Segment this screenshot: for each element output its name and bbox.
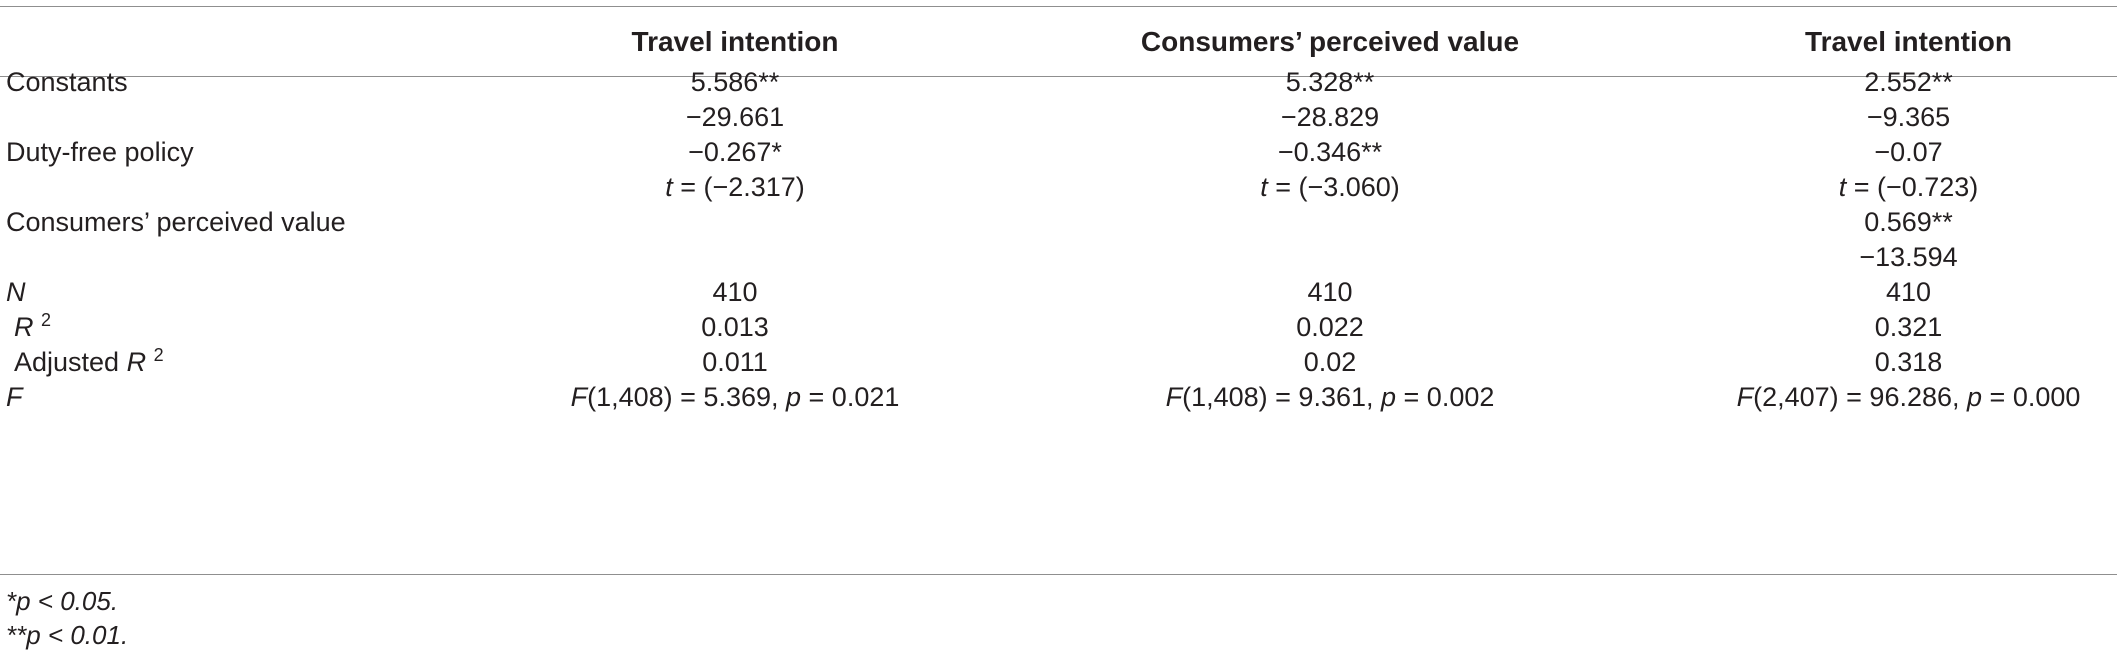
footnote-mark: **: [6, 620, 27, 650]
r-symbol: R: [126, 347, 147, 377]
header-travel-intention-2: Travel intention: [1805, 26, 2012, 57]
table-header-row: Travel intention Consumers’ perceived va…: [0, 22, 2117, 62]
cell-value: t = (−0.723): [1700, 164, 2117, 211]
p-value: = 0.002: [1396, 382, 1495, 412]
cell-value: 410: [1885, 277, 1932, 307]
t-symbol: t: [665, 172, 673, 202]
footnote-text: p < 0.01.: [26, 620, 129, 650]
row-label: F: [6, 382, 23, 412]
cell-value: t = (−3.060): [1080, 164, 1580, 211]
t-symbol: t: [1260, 172, 1268, 202]
row-label: R 2: [14, 304, 51, 351]
header-travel-intention-1: Travel intention: [631, 26, 839, 57]
adjusted-text: Adjusted: [14, 347, 127, 377]
cell-value: 2.552**: [1864, 67, 1953, 97]
p-symbol: p: [1381, 382, 1397, 412]
cell-value: t = (−2.317): [520, 164, 950, 211]
t-value: = (−3.060): [1267, 172, 1400, 202]
f-stat: (1,408) = 5.369,: [587, 382, 786, 412]
cell-value: F(2,407) = 96.286, p = 0.000: [1700, 374, 2117, 421]
cell-value: 0.569**: [1864, 207, 1953, 237]
table-row-constants-stat: −29.661 −28.829 −9.365: [0, 94, 2117, 141]
row-label: Consumers’ perceived value: [6, 207, 346, 237]
row-label: Adjusted R 2: [14, 339, 164, 386]
cell-value: −13.594: [1859, 242, 1958, 272]
cell-value: −0.267*: [688, 137, 782, 167]
cell-value: 0.022: [1296, 312, 1364, 342]
table-row-adjusted-r-squared: Adjusted R 2 0.011 0.02 0.318: [0, 339, 2117, 386]
footnote-mark: *: [6, 586, 17, 616]
cell-value: 0.011: [702, 347, 768, 377]
f-stat: (1,408) = 9.361,: [1182, 382, 1381, 412]
p-symbol: p: [786, 382, 802, 412]
header-consumers-perceived-value: Consumers’ perceived value: [1140, 26, 1520, 57]
cell-value: −28.829: [1280, 102, 1380, 132]
cell-value: F(1,408) = 5.369, p = 0.021: [520, 374, 950, 421]
cell-value: 0.321: [1874, 312, 1943, 342]
superscript: 2: [41, 310, 52, 330]
p-value: = 0.000: [1982, 382, 2081, 412]
cell-value: 0.318: [1874, 347, 1943, 377]
cell-value: 0.02: [1303, 347, 1357, 377]
cell-value: 0.013: [701, 312, 769, 342]
f-symbol: F: [1736, 382, 1754, 412]
footnote-p001: **p < 0.01.: [6, 617, 128, 653]
t-value: = (−0.723): [1846, 172, 1979, 202]
r-symbol: R: [14, 312, 34, 342]
table-row-constants: Constants 5.586** 5.328** 2.552**: [0, 59, 2117, 106]
table-header-rule: [0, 76, 2117, 77]
cell-value: 5.586**: [690, 67, 780, 97]
p-value: = 0.021: [801, 382, 900, 412]
f-symbol: F: [1165, 382, 1183, 412]
table-bottom-rule: [0, 574, 2117, 575]
footnote-p005: *p < 0.05.: [6, 583, 118, 619]
table-row-consumers-perceived-value-stat: −13.594: [0, 234, 2117, 281]
table-row-f: F F(1,408) = 5.369, p = 0.021 F(1,408) =…: [0, 374, 2117, 421]
cell-value: 410: [1307, 277, 1353, 307]
cell-value: 410: [712, 277, 758, 307]
row-label: N: [6, 277, 26, 307]
t-symbol: t: [1838, 172, 1847, 202]
table-row-duty-free-policy: Duty-free policy −0.267* −0.346** −0.07: [0, 129, 2117, 176]
cell-value: F(1,408) = 9.361, p = 0.002: [1080, 374, 1580, 421]
table-row-duty-free-t: t = (−2.317) t = (−3.060) t = (−0.723): [0, 164, 2117, 211]
row-label: Duty-free policy: [6, 137, 194, 167]
cell-value: −0.07: [1874, 137, 1943, 167]
footnote-text: p < 0.05.: [16, 586, 119, 616]
cell-value: 5.328**: [1285, 67, 1375, 97]
f-stat: (2,407) = 96.286,: [1753, 382, 1968, 412]
table-row-r-squared: R 2 0.013 0.022 0.321: [0, 304, 2117, 351]
cell-value: −9.365: [1866, 102, 1951, 132]
cell-value: −29.661: [685, 102, 785, 132]
superscript: 2: [153, 345, 164, 365]
table-top-rule: [0, 6, 2117, 7]
table-row-n: N 410 410 410: [0, 269, 2117, 316]
t-value: = (−2.317): [672, 172, 805, 202]
f-symbol: F: [570, 382, 588, 412]
table-row-consumers-perceived-value: Consumers’ perceived value 0.569**: [0, 199, 2117, 246]
cell-value: −0.346**: [1277, 137, 1383, 167]
row-label: Constants: [6, 67, 128, 97]
p-symbol: p: [1967, 382, 1983, 412]
